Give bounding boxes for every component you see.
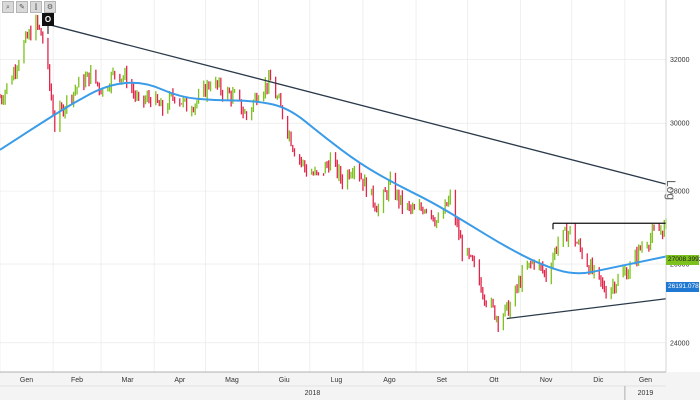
- x-tick-label: Feb: [71, 377, 83, 384]
- settings-icon[interactable]: ⚙: [44, 1, 56, 13]
- x-tick-label: Apr: [174, 377, 186, 384]
- x-tick-label: Ott: [489, 377, 498, 384]
- grid: [0, 0, 666, 372]
- x-tick-label: Nov: [540, 377, 553, 384]
- descending-trendline: [44, 22, 667, 185]
- year-label: 2018: [305, 390, 321, 397]
- y-tick-label: 30000: [670, 121, 690, 128]
- y-tick-label: 28000: [670, 189, 690, 196]
- overlay-lines: [0, 22, 667, 320]
- x-tick-label: Gen: [20, 377, 33, 384]
- moving-average-line: [0, 81, 667, 275]
- x-tick-label: Dic: [593, 377, 604, 384]
- log-scale-label[interactable]: Log: [664, 180, 678, 201]
- x-tick-label: Ago: [383, 377, 396, 384]
- y-tick-label: 26000: [670, 262, 690, 269]
- chart-toolbar: ⌕ ✎ ⫿ ⚙: [2, 1, 56, 13]
- x-tick-label: Lug: [331, 377, 343, 384]
- high-marker-badge[interactable]: O: [42, 13, 54, 26]
- x-tick-label: Gen: [639, 377, 652, 384]
- x-tick-label: Mar: [122, 377, 135, 384]
- last-price-tag: 27008.3992: [666, 255, 700, 265]
- zoom-icon[interactable]: ⌕: [2, 1, 14, 13]
- year-label: 2019: [638, 390, 654, 397]
- x-tick-label: Set: [436, 377, 447, 384]
- x-tick-label: Giu: [279, 377, 290, 384]
- y-tick-label: 32000: [670, 57, 690, 64]
- y-tick-label: 24000: [670, 340, 690, 347]
- x-tick-label: Mag: [225, 377, 239, 384]
- support-trendline: [506, 298, 667, 320]
- ohlc-bars: [0, 14, 667, 333]
- bar-icon[interactable]: ⫿: [30, 1, 42, 13]
- pencil-icon[interactable]: ✎: [16, 1, 28, 13]
- moving-average-tag: 26191.0781: [666, 282, 700, 292]
